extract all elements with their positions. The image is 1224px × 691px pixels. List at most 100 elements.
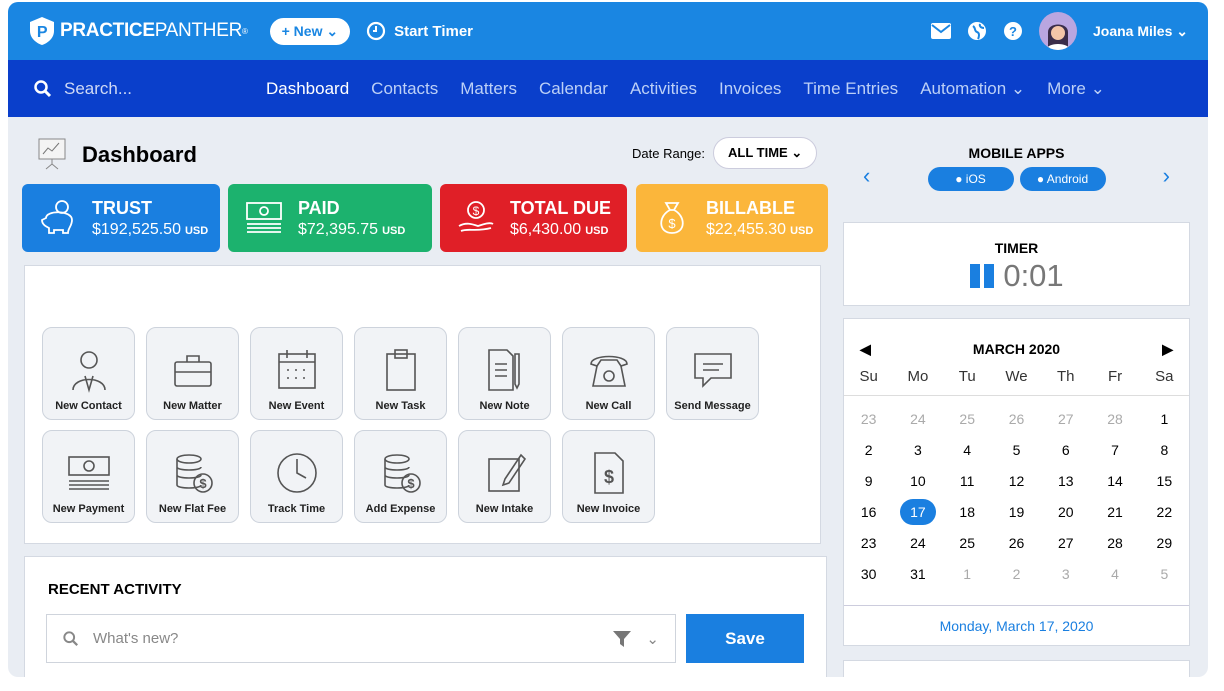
- action-new-invoice[interactable]: $ New Invoice: [562, 430, 655, 523]
- calendar-day[interactable]: 1: [963, 566, 972, 582]
- nav-automation[interactable]: Automation ⌄: [920, 78, 1026, 98]
- start-timer-button[interactable]: Start Timer: [366, 21, 473, 41]
- calendar-day[interactable]: 2: [1012, 566, 1021, 582]
- action-new-event[interactable]: New Event: [250, 327, 343, 420]
- bottom-panel: [843, 660, 1190, 677]
- calendar-day[interactable]: 19: [1008, 504, 1025, 520]
- calendar-day[interactable]: 5: [1160, 566, 1169, 582]
- calendar-day[interactable]: 30: [860, 566, 877, 582]
- calendar-day[interactable]: 28: [1107, 411, 1123, 427]
- calendar-day[interactable]: 3: [914, 442, 922, 458]
- action-new-note[interactable]: New Note: [458, 327, 551, 420]
- avatar[interactable]: [1039, 12, 1077, 50]
- calendar-day[interactable]: 23: [860, 535, 877, 551]
- weekday-label: Fr: [1107, 368, 1123, 385]
- paid-card[interactable]: PAID $72,395.75 USD: [228, 184, 432, 252]
- action-add-expense[interactable]: $ Add Expense: [354, 430, 447, 523]
- nav-time-entries[interactable]: Time Entries: [803, 78, 899, 98]
- pause-icon[interactable]: [969, 263, 995, 289]
- recent-activity-panel: RECENT ACTIVITY What's new? ⌄ Save: [24, 556, 827, 677]
- calendar-day[interactable]: 9: [864, 473, 873, 489]
- calendar-day[interactable]: 25: [959, 535, 975, 551]
- calendar-day[interactable]: 20: [1057, 504, 1074, 520]
- calendar-day[interactable]: 15: [1156, 473, 1173, 489]
- nav-contacts[interactable]: Contacts: [371, 78, 439, 98]
- action-track-time[interactable]: Track Time: [250, 430, 343, 523]
- calendar-day[interactable]: 21: [1107, 504, 1123, 520]
- nav-calendar[interactable]: Calendar: [538, 78, 608, 98]
- calendar-day[interactable]: 26: [1008, 411, 1025, 427]
- total-due-card[interactable]: $ TOTAL DUE $6,430.00 USD: [440, 184, 627, 252]
- action-new-intake[interactable]: New Intake: [458, 430, 551, 523]
- calendar-day[interactable]: 8: [1160, 442, 1169, 458]
- ios-button[interactable]: ● iOS: [927, 167, 1014, 191]
- action-new-contact[interactable]: New Contact: [42, 327, 135, 420]
- action-new-flat-fee[interactable]: $ New Flat Fee: [146, 430, 239, 523]
- date-range-select[interactable]: ALL TIME ⌄: [713, 137, 818, 169]
- whats-new-input[interactable]: What's new? ⌄: [46, 614, 676, 663]
- calendar-day[interactable]: 18: [959, 504, 975, 520]
- calendar-day[interactable]: 4: [963, 442, 972, 458]
- android-button[interactable]: ● Android: [1019, 167, 1106, 191]
- nav-activities[interactable]: Activities: [629, 78, 698, 98]
- calendar-day[interactable]: 28: [1107, 535, 1123, 551]
- calendar-day[interactable]: 17: [893, 497, 942, 528]
- calendar-day[interactable]: 11: [959, 473, 975, 489]
- weekday-row: Su Mo Tu We Th Fr Sa: [844, 368, 1189, 396]
- prev-arrow-icon[interactable]: ‹: [863, 163, 871, 188]
- action-new-payment[interactable]: New Payment: [42, 430, 135, 523]
- search-input[interactable]: Search...: [34, 79, 266, 99]
- calendar-day[interactable]: 14: [1107, 473, 1123, 489]
- globe-icon[interactable]: [967, 21, 987, 41]
- mobile-apps: MOBILE APPS ‹ › ● iOS ● Android: [843, 145, 1190, 191]
- calendar-day[interactable]: 23: [860, 411, 877, 427]
- chevron-down-icon[interactable]: ⌄: [646, 630, 659, 648]
- track-time-icon: [276, 453, 317, 493]
- calendar-day[interactable]: 24: [910, 411, 926, 427]
- calendar-day[interactable]: 31: [910, 566, 926, 582]
- svg-text:P: P: [37, 24, 48, 41]
- new-payment-icon: [67, 456, 110, 490]
- calendar-day[interactable]: 4: [1111, 566, 1119, 582]
- calendar-day[interactable]: 2: [864, 442, 873, 458]
- nav-matters[interactable]: Matters: [460, 78, 517, 98]
- calendar-day[interactable]: 10: [910, 473, 926, 489]
- nav-dashboard[interactable]: Dashboard: [266, 78, 350, 98]
- calendar-day[interactable]: 13: [1057, 473, 1074, 489]
- calendar-day[interactable]: 16: [860, 504, 877, 520]
- weekday-label: Sa: [1155, 368, 1174, 385]
- filter-icon[interactable]: [612, 630, 632, 648]
- calendar-day[interactable]: 1: [1160, 411, 1169, 427]
- action-new-call[interactable]: New Call: [562, 327, 655, 420]
- calendar-day[interactable]: 29: [1156, 535, 1173, 551]
- mail-icon[interactable]: [931, 23, 951, 39]
- prev-month-icon[interactable]: ◀: [860, 341, 871, 357]
- calendar-day[interactable]: 24: [910, 535, 926, 551]
- calendar-day[interactable]: 12: [1008, 473, 1025, 489]
- new-button[interactable]: + New ⌄: [269, 17, 351, 45]
- action-send-message[interactable]: Send Message: [666, 327, 759, 420]
- weekday-label: Tu: [958, 368, 976, 385]
- calendar-day[interactable]: 27: [1057, 535, 1074, 551]
- action-new-matter[interactable]: New Matter: [146, 327, 239, 420]
- user-menu[interactable]: Joana Miles ⌄: [1093, 22, 1188, 39]
- next-month-icon[interactable]: ▶: [1162, 341, 1173, 357]
- calendar-day[interactable]: 6: [1061, 442, 1070, 458]
- selected-date: Monday, March 17, 2020: [844, 605, 1189, 646]
- calendar-day[interactable]: 25: [959, 411, 975, 427]
- next-arrow-icon[interactable]: ›: [1162, 163, 1170, 188]
- calendar-day[interactable]: 5: [1012, 442, 1021, 458]
- nav-more[interactable]: More ⌄: [1047, 78, 1105, 98]
- help-icon[interactable]: ?: [1003, 21, 1023, 41]
- calendar-day[interactable]: 26: [1008, 535, 1025, 551]
- calendar-day[interactable]: 22: [1156, 504, 1173, 520]
- nav-invoices[interactable]: Invoices: [719, 78, 782, 98]
- calendar-day[interactable]: 27: [1057, 411, 1074, 427]
- logo[interactable]: P PRACTICE PANTHER ®: [28, 16, 248, 46]
- action-new-task[interactable]: New Task: [354, 327, 447, 420]
- calendar-day[interactable]: 3: [1061, 566, 1070, 582]
- billable-card[interactable]: $ BILLABLE $22,455.30 USD: [636, 184, 828, 252]
- calendar-day[interactable]: 7: [1111, 442, 1119, 458]
- save-button[interactable]: Save: [686, 614, 804, 663]
- trust-card[interactable]: TRUST $192,525.50 USD: [22, 184, 220, 252]
